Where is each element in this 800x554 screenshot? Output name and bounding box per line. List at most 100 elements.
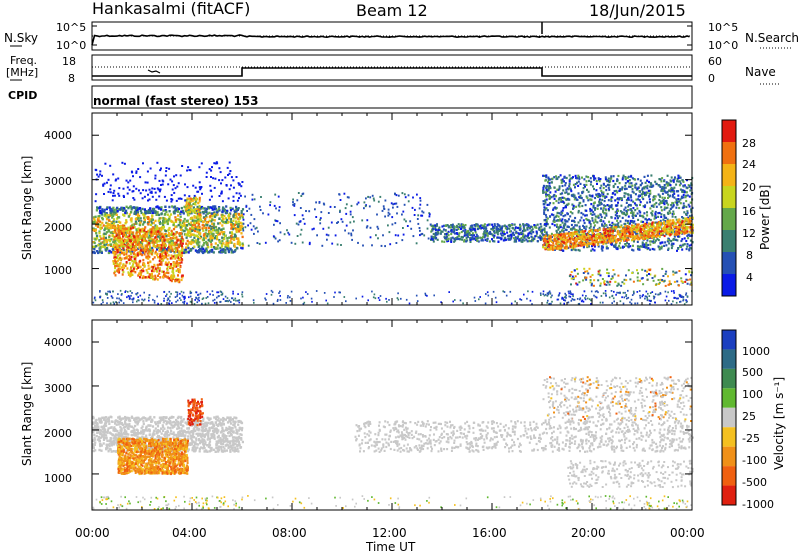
power-cell [237, 207, 240, 210]
power-cell [101, 174, 103, 177]
power-cell [384, 245, 386, 248]
power-cell [119, 227, 122, 230]
power-cell [536, 240, 539, 243]
power-cell [115, 242, 118, 245]
power-cell [616, 214, 619, 218]
power-cell [144, 226, 147, 229]
power-cell [139, 249, 142, 252]
power-cell [540, 229, 543, 232]
power-cell [100, 242, 103, 245]
power-cell [194, 227, 197, 230]
power-cell [512, 231, 515, 234]
power-cell [137, 265, 140, 268]
power-cell [462, 223, 464, 226]
power-cell [603, 183, 605, 186]
power-cell [686, 210, 689, 213]
power-cell [275, 207, 277, 210]
power-cell [128, 205, 132, 209]
power-cell [131, 241, 134, 245]
power-cell [638, 194, 641, 197]
power-cell [450, 229, 453, 232]
power-cell [236, 224, 239, 227]
power-cell [112, 192, 115, 194]
power-cell [488, 223, 491, 226]
power-cell [132, 243, 134, 246]
power-cell [434, 225, 437, 229]
power-cell [236, 242, 239, 245]
power-cell [363, 201, 366, 204]
power-cell [226, 221, 229, 224]
power-cell [561, 184, 564, 188]
power-cell [578, 231, 581, 234]
power-cell [163, 218, 166, 221]
power-cell [160, 228, 163, 232]
power-cell [483, 230, 486, 233]
power-cell [156, 238, 159, 241]
power-cell [615, 246, 618, 249]
power-cell [567, 193, 570, 196]
power-cell [105, 212, 108, 215]
power-cell [127, 236, 131, 240]
power-cell [483, 236, 486, 239]
power-cell [532, 239, 535, 242]
power-cell [173, 264, 176, 268]
power-cell [675, 238, 678, 241]
power-cell [128, 234, 131, 237]
power-cell [205, 176, 208, 178]
power-cell [465, 234, 467, 237]
power-cell [107, 244, 110, 247]
power-cell [468, 231, 471, 234]
power-cell [412, 235, 415, 238]
power-cell [608, 223, 611, 226]
power-cell [377, 237, 379, 240]
power-cell [175, 174, 178, 177]
power-cell [154, 274, 157, 278]
power-cell [197, 213, 201, 216]
power-cell [149, 218, 152, 221]
power-cell [144, 276, 147, 279]
power-cell [517, 232, 520, 235]
power-cell [221, 248, 224, 251]
power-cell [189, 169, 192, 172]
power-cell [206, 224, 209, 227]
power-cell [133, 239, 136, 242]
power-cell [108, 219, 111, 222]
power-cell [435, 233, 438, 236]
power-cell [673, 196, 676, 199]
power-cell [638, 209, 641, 213]
power-cell [180, 261, 183, 264]
power-cell [165, 254, 168, 257]
power-cell [606, 192, 609, 196]
power-cell [308, 243, 311, 246]
power-cell [683, 204, 686, 208]
power-cell [544, 201, 547, 204]
power-cell [205, 171, 208, 174]
power-cell [170, 200, 173, 203]
power-cell [577, 221, 580, 224]
power-cell [196, 197, 199, 201]
power-cell [114, 266, 117, 270]
power-cell [159, 239, 162, 242]
power-cell [185, 236, 188, 239]
power-cell [419, 203, 422, 206]
power-cell [142, 275, 145, 278]
power-cell [336, 222, 338, 224]
power-cell [194, 211, 197, 214]
power-cell [518, 239, 521, 242]
power-cell [95, 250, 99, 253]
power-cell [687, 237, 690, 240]
power-cell [625, 209, 628, 212]
power-cell [574, 224, 577, 227]
power-cell [663, 234, 666, 238]
power-cell [161, 232, 164, 235]
power-cell [555, 199, 558, 203]
power-cell [190, 205, 193, 208]
power-cell [178, 232, 181, 235]
power-cell [193, 245, 196, 248]
power-cell [582, 187, 585, 190]
power-cell [132, 185, 135, 188]
power-cell [104, 236, 107, 240]
power-cell [506, 231, 509, 234]
power-cell [144, 248, 147, 252]
power-cell [152, 266, 155, 269]
